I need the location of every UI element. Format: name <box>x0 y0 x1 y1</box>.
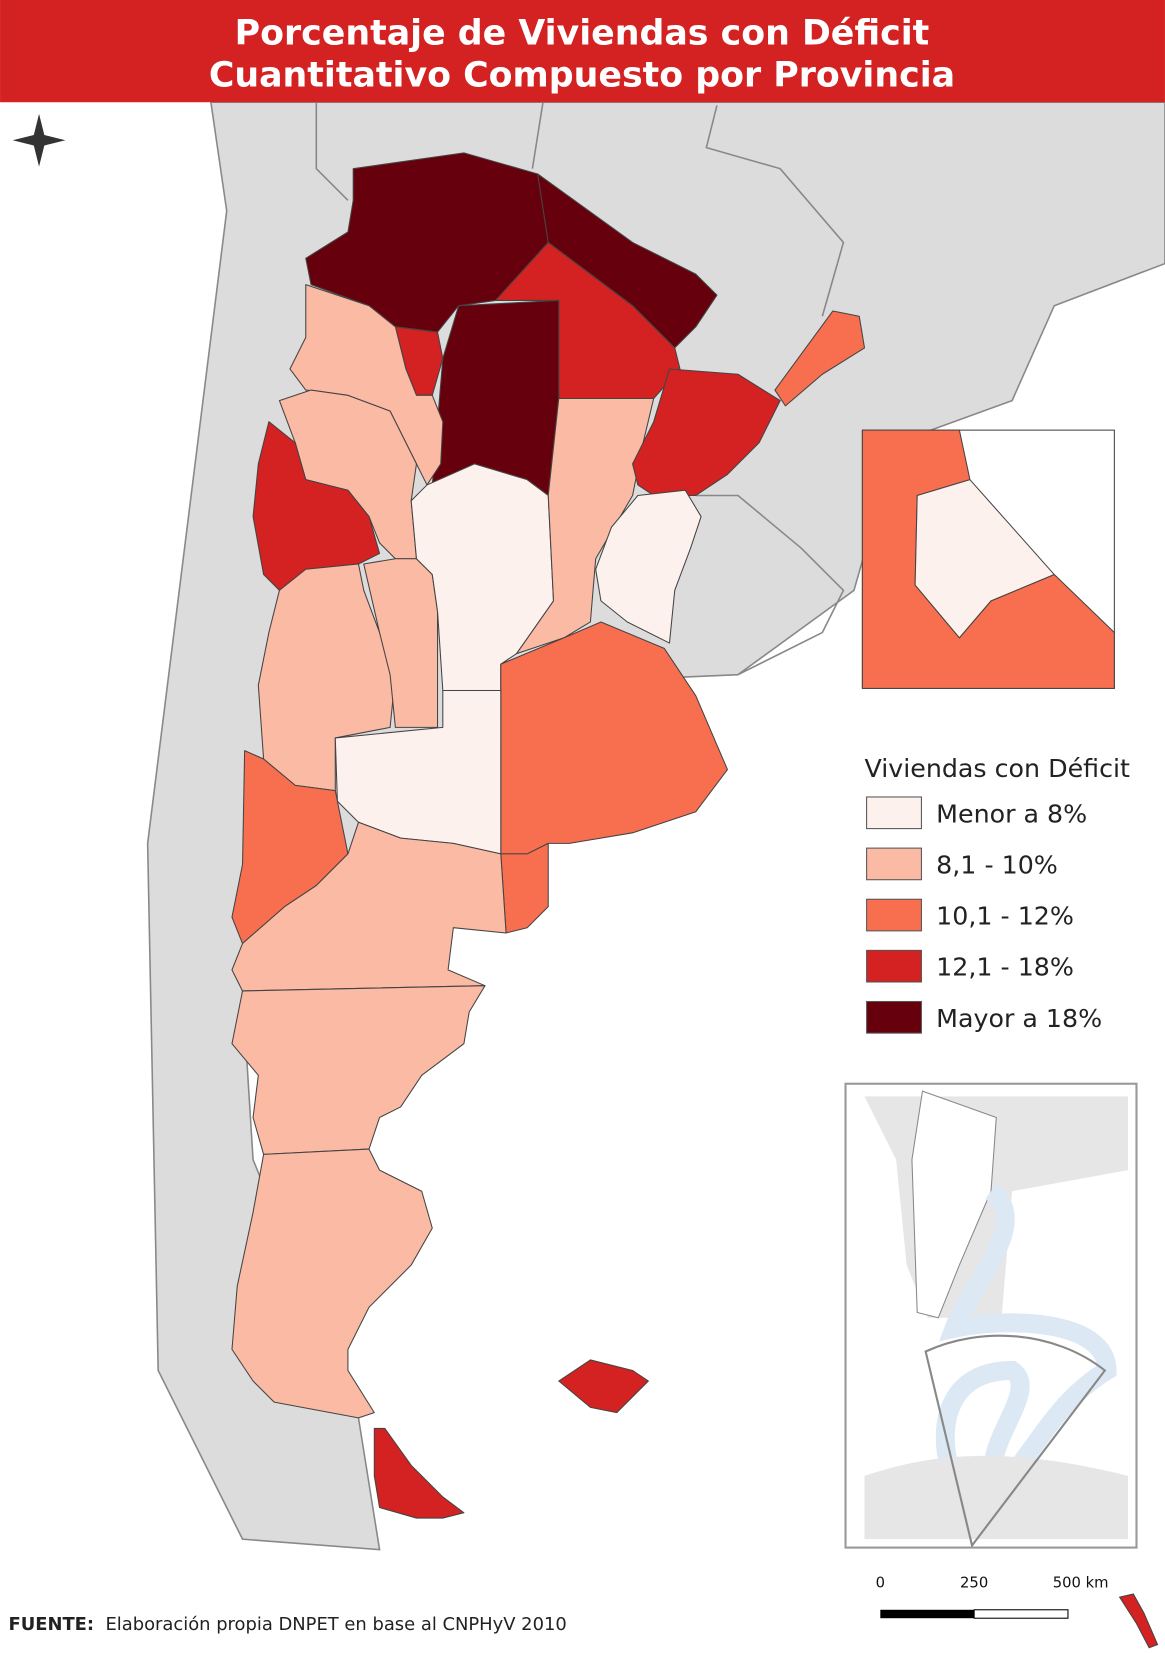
province <box>373 1427 465 1519</box>
border <box>531 102 544 169</box>
legend-label: 12,1 - 18% <box>936 953 1074 982</box>
scale-label: 250 <box>960 1575 988 1592</box>
legend-label: Menor a 8% <box>936 799 1087 828</box>
border <box>695 494 845 676</box>
scale-bar <box>880 1609 975 1619</box>
legend-swatch <box>866 949 922 983</box>
source-label: FUENTE: <box>8 1614 94 1635</box>
title-bar <box>0 0 1165 103</box>
province <box>257 563 396 792</box>
caba-inset <box>861 429 1115 689</box>
province <box>558 1359 649 1414</box>
legend-swatch <box>866 796 922 830</box>
locator-argentina <box>911 1090 997 1319</box>
locator-antarctica <box>864 1455 1129 1540</box>
province <box>914 479 1055 639</box>
legend-title: Viviendas con Déficit <box>865 754 1131 783</box>
locator-sector <box>924 1334 1107 1548</box>
legend-swatch <box>866 847 922 881</box>
province <box>289 284 444 486</box>
legend: Menor a 8% 8,1 - 10% 10,1 - 12% 12,1 - 18% M… <box>866 796 1102 1034</box>
territory-icon <box>1118 1593 1159 1649</box>
province <box>595 489 702 644</box>
province <box>774 310 866 407</box>
province <box>231 1148 433 1419</box>
province <box>516 397 655 655</box>
north-arrow <box>12 113 66 167</box>
legend-label: 8,1 - 10% <box>936 850 1058 879</box>
source-text: Elaboración propia DNPET en base al CNPH… <box>105 1614 566 1635</box>
locator-sea <box>935 1183 1117 1500</box>
title: Cuantitativo Compuesto por Provincia <box>209 55 955 95</box>
legend-swatch <box>866 1000 922 1034</box>
province <box>363 558 439 728</box>
border <box>705 105 845 317</box>
title: Porcentaje de Viviendas con Déficit <box>235 13 930 53</box>
locator-map <box>844 1082 1138 1549</box>
province <box>231 985 486 1155</box>
legend-label: Mayor a 18% <box>936 1004 1102 1033</box>
legend-label: 10,1 - 12% <box>936 902 1074 931</box>
border <box>315 102 349 201</box>
scale-label: 500 km <box>1053 1575 1109 1592</box>
province <box>632 368 781 497</box>
legend-swatch <box>866 898 922 932</box>
province <box>431 299 560 497</box>
provinces <box>231 152 866 1519</box>
scale-label: 0 <box>876 1575 885 1592</box>
scale-bar <box>973 1609 1069 1619</box>
